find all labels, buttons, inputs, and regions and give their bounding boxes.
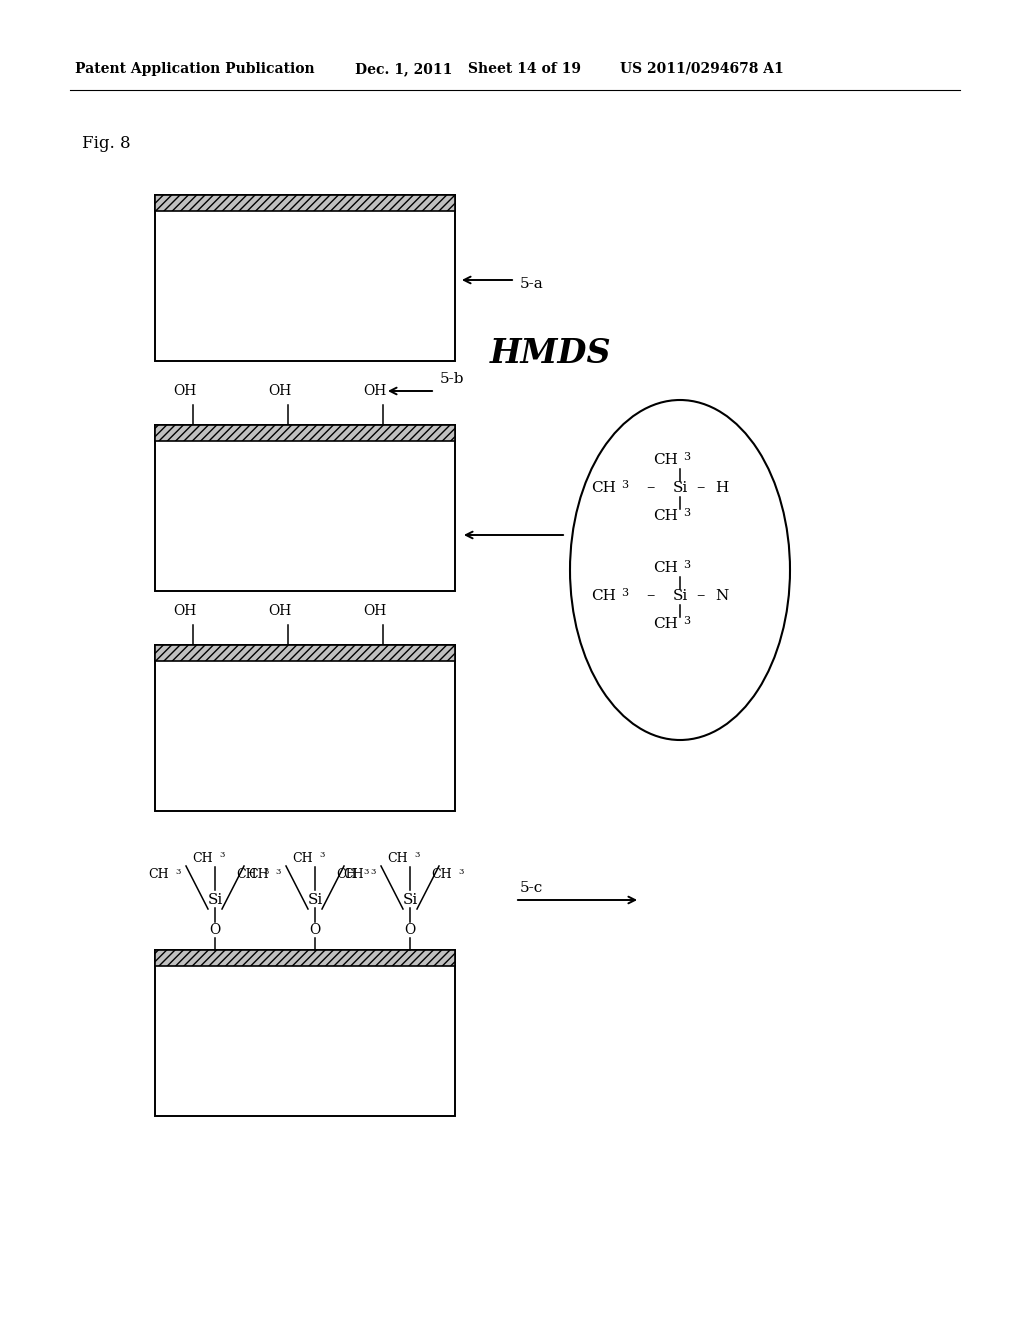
- Text: CH: CH: [193, 851, 213, 865]
- Polygon shape: [155, 950, 455, 1115]
- Text: N: N: [716, 589, 729, 603]
- Text: 3: 3: [459, 869, 464, 876]
- Ellipse shape: [570, 400, 790, 741]
- Text: 3: 3: [683, 616, 690, 626]
- Text: CH: CH: [591, 589, 616, 603]
- Text: H: H: [716, 480, 729, 495]
- Text: 3: 3: [622, 480, 629, 490]
- Text: Fig. 8: Fig. 8: [82, 135, 131, 152]
- Text: OH: OH: [268, 384, 292, 399]
- Text: 5-c: 5-c: [520, 880, 544, 895]
- Text: OH: OH: [173, 605, 197, 618]
- Text: Si: Si: [307, 894, 323, 907]
- Text: CH: CH: [249, 869, 269, 882]
- Text: –: –: [696, 479, 705, 496]
- Text: 5-b: 5-b: [440, 372, 465, 385]
- Text: Si: Si: [402, 894, 418, 907]
- Text: –: –: [646, 587, 654, 605]
- Text: O: O: [309, 923, 321, 937]
- Polygon shape: [155, 645, 455, 661]
- Text: 3: 3: [175, 869, 180, 876]
- Polygon shape: [155, 950, 455, 966]
- Text: Si: Si: [673, 480, 688, 495]
- Text: CH: CH: [431, 869, 452, 882]
- Text: 3: 3: [683, 508, 690, 517]
- Text: 3: 3: [219, 851, 224, 859]
- Text: –: –: [646, 479, 654, 496]
- Text: 3: 3: [415, 851, 420, 859]
- Text: O: O: [209, 923, 220, 937]
- Polygon shape: [155, 425, 455, 591]
- Text: Si: Si: [208, 894, 222, 907]
- Text: OH: OH: [173, 384, 197, 399]
- Text: Patent Application Publication: Patent Application Publication: [75, 62, 314, 77]
- Polygon shape: [155, 425, 455, 441]
- Text: CH: CH: [148, 869, 169, 882]
- Text: CH: CH: [591, 480, 616, 495]
- Text: CH: CH: [653, 561, 678, 576]
- Text: 3: 3: [371, 869, 376, 876]
- Text: 3: 3: [683, 560, 690, 570]
- Text: CH: CH: [343, 869, 364, 882]
- Text: OH: OH: [364, 384, 387, 399]
- Text: 3: 3: [319, 851, 325, 859]
- Text: 3: 3: [275, 869, 281, 876]
- Text: OH: OH: [364, 605, 387, 618]
- Text: Si: Si: [673, 589, 688, 603]
- Text: US 2011/0294678 A1: US 2011/0294678 A1: [620, 62, 783, 77]
- Text: Sheet 14 of 19: Sheet 14 of 19: [468, 62, 581, 77]
- Text: 3: 3: [364, 869, 369, 876]
- Text: CH: CH: [653, 616, 678, 631]
- Text: 3: 3: [263, 869, 268, 876]
- Text: 3: 3: [683, 451, 690, 462]
- Polygon shape: [155, 195, 455, 360]
- Text: CH: CH: [293, 851, 313, 865]
- Text: CH: CH: [336, 869, 357, 882]
- Text: O: O: [404, 923, 416, 937]
- Text: CH: CH: [387, 851, 408, 865]
- Polygon shape: [155, 195, 455, 211]
- Text: CH: CH: [653, 453, 678, 467]
- Text: Dec. 1, 2011: Dec. 1, 2011: [355, 62, 453, 77]
- Polygon shape: [155, 645, 455, 810]
- Text: HMDS: HMDS: [490, 337, 611, 370]
- Text: 3: 3: [622, 587, 629, 598]
- Text: CH: CH: [237, 869, 257, 882]
- Text: –: –: [696, 587, 705, 605]
- Text: CH: CH: [653, 510, 678, 523]
- Text: 5-a: 5-a: [520, 277, 544, 290]
- Text: OH: OH: [268, 605, 292, 618]
